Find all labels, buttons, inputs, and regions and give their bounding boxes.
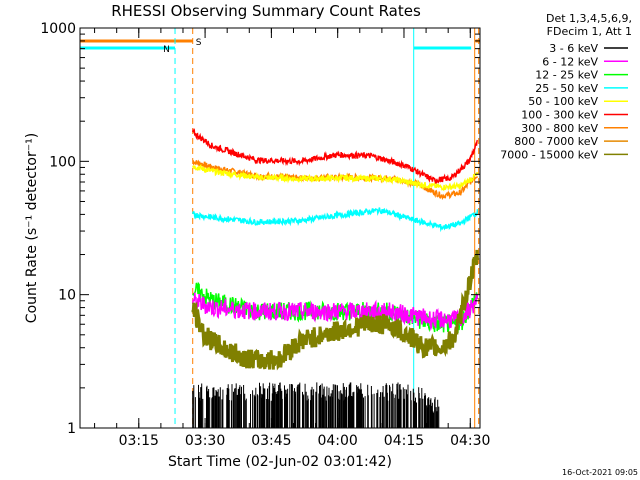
- y-tick-label: 100: [49, 154, 76, 170]
- legend-label: 300 - 800 keV: [521, 122, 598, 135]
- legend-label: 6 - 12 keV: [542, 55, 598, 68]
- series-layer: SN: [80, 28, 480, 428]
- y-tick-label: 1: [67, 421, 76, 437]
- legend-header-line-1: Det 1,3,4,5,6,9,: [546, 12, 632, 25]
- x-tick-label: 04:00: [317, 433, 357, 449]
- series-line-100-300kev: [191, 127, 479, 185]
- axes: 1 10 100 1000 03:15 03:30 03:45 04:00 04:15 04:30: [40, 21, 490, 449]
- plot-area: SN: [80, 28, 480, 428]
- legend-label: 12 - 25 keV: [535, 69, 598, 82]
- series-line-6-12kev: [191, 292, 479, 332]
- series-line-50-100kev: [192, 164, 479, 192]
- x-tick-label: 03:45: [251, 433, 291, 449]
- x-tick-label: 04:30: [450, 433, 490, 449]
- chart-title: RHESSI Observing Summary Count Rates: [111, 2, 421, 20]
- plot-frame: [79, 27, 481, 429]
- x-axis-label: Start Time (02-Jun-02 03:01:42): [168, 454, 392, 470]
- series-line-25-50kev: [191, 207, 479, 233]
- attenuator-marker-s: S: [196, 38, 202, 48]
- y-tick-label: 10: [58, 288, 76, 304]
- legend-header-line-2: FDecim 1, Att 1: [547, 25, 632, 38]
- legend-label: 3 - 6 keV: [549, 42, 598, 55]
- series-line-3-6-kev: [192, 382, 440, 428]
- y-axis-label: Count Rate (s⁻¹ detector⁻¹): [24, 133, 40, 323]
- y-tick-label: 1000: [40, 21, 76, 37]
- night-marker-n: N: [163, 45, 170, 55]
- timestamp: 16-Oct-2021 09:05: [562, 468, 638, 477]
- legend-label: 50 - 100 keV: [528, 95, 598, 108]
- legend-label: 7000 - 15000 keV: [500, 148, 598, 161]
- legend-label: 800 - 7000 keV: [514, 135, 598, 148]
- legend-label: 25 - 50 keV: [535, 82, 598, 95]
- x-tick-label: 03:15: [119, 433, 159, 449]
- x-tick-label: 03:30: [185, 433, 225, 449]
- x-tick-label: 04:15: [384, 433, 424, 449]
- series-line-7000-15000kev: [191, 249, 479, 371]
- legend-label: 100 - 300 keV: [521, 109, 598, 122]
